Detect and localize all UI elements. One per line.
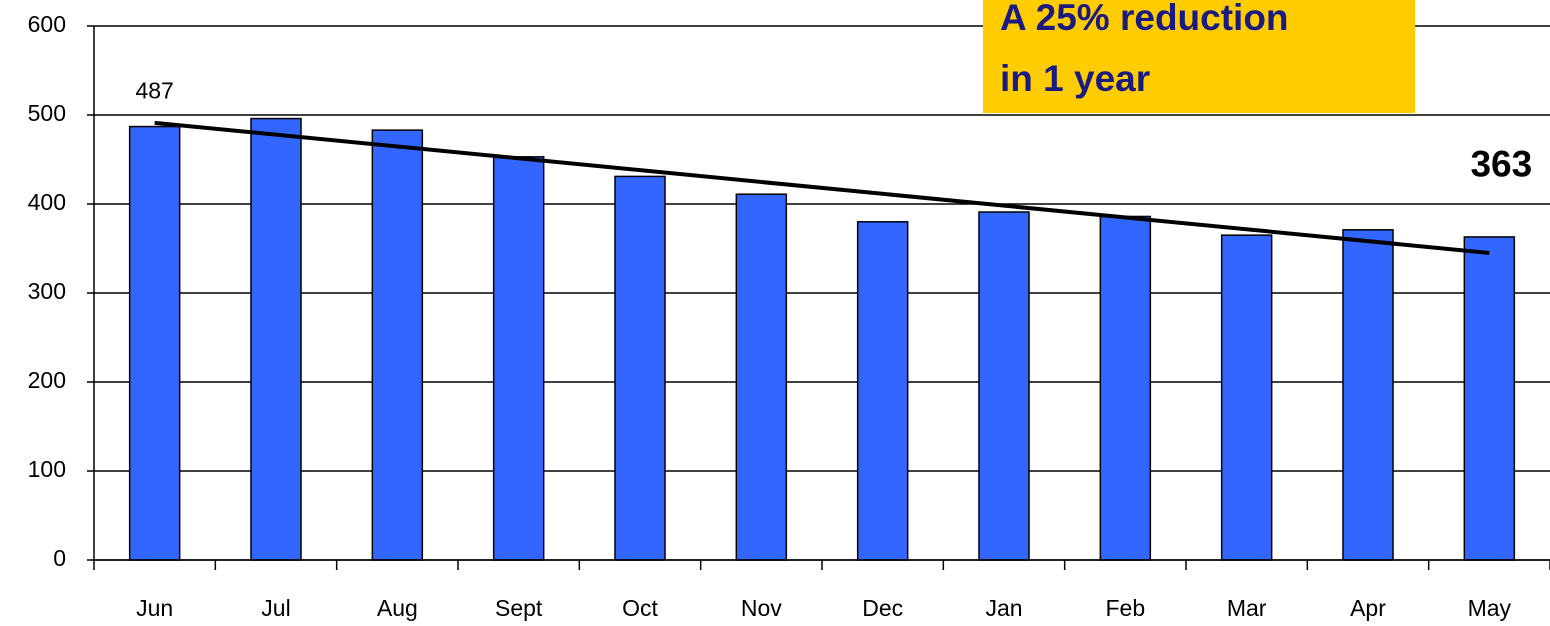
bar — [128, 125, 181, 561]
y-tick-label: 100 — [28, 456, 66, 482]
x-tick-label: Apr — [1350, 595, 1386, 621]
data-label: 487 — [135, 78, 173, 104]
data-label: 363 — [1470, 144, 1532, 185]
bar — [1463, 236, 1516, 561]
y-tick-label: 0 — [53, 545, 66, 571]
annotation-line: in 1 year — [1000, 58, 1150, 99]
bar — [735, 193, 788, 561]
y-tick-label: 200 — [28, 367, 66, 393]
x-tick-label: May — [1468, 595, 1512, 621]
x-tick-label: Mar — [1227, 595, 1267, 621]
x-tick-label: Oct — [622, 595, 658, 621]
bar — [614, 175, 666, 561]
bar — [1099, 215, 1152, 561]
annotation-line: A 25% reduction — [1000, 0, 1289, 38]
y-tick-label: 600 — [28, 11, 66, 37]
bar — [371, 129, 424, 561]
x-tick-label: Dec — [862, 595, 903, 621]
y-tick-label: 400 — [28, 189, 66, 215]
bar — [492, 156, 545, 561]
y-tick-label: 500 — [28, 100, 66, 126]
x-tick-label: Jun — [136, 595, 173, 621]
x-tick-label: Jul — [261, 595, 290, 621]
trend-line — [154, 120, 1490, 255]
x-tick-label: Sept — [495, 595, 543, 621]
bar — [1342, 229, 1394, 561]
x-tick-label: Nov — [741, 595, 782, 621]
x-tick-label: Feb — [1106, 595, 1146, 621]
bar — [856, 221, 909, 561]
bar — [1220, 234, 1273, 561]
bar — [978, 211, 1030, 561]
annotation-box — [983, 0, 1415, 113]
x-tick-label: Aug — [377, 595, 418, 621]
x-tick-label: Jan — [985, 595, 1022, 621]
y-tick-label: 300 — [28, 278, 66, 304]
bar — [250, 117, 302, 561]
